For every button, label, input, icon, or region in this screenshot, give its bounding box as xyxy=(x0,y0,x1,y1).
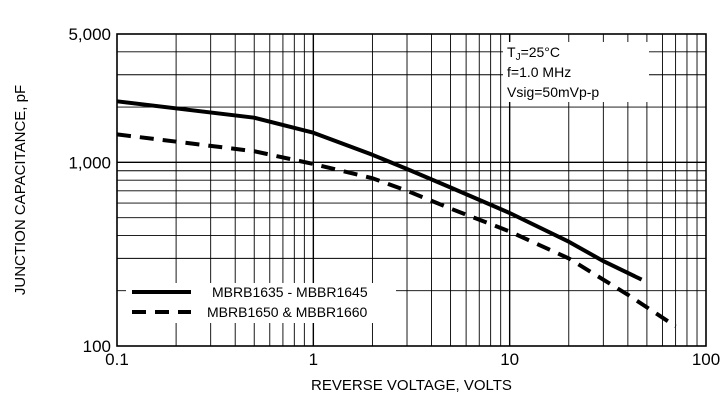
y-axis-title: JUNCTION CAPACITANCE, pF xyxy=(12,85,29,295)
legend-entry-2: MBRB1650 & MBBR1660 xyxy=(207,304,368,320)
x-tick-label-3: 100 xyxy=(692,350,720,369)
condition-frequency: f=1.0 MHz xyxy=(507,64,571,80)
y-tick-label-0: 100 xyxy=(83,337,111,356)
condition-tj: TJ=25°C xyxy=(507,44,560,63)
series-line-1 xyxy=(116,99,643,282)
y-tick-label-1: 1,000 xyxy=(68,153,111,172)
x-tick-label-0: 0.1 xyxy=(105,350,129,369)
x-tick-label-2: 10 xyxy=(500,350,519,369)
condition-vsig: Vsig=50mVp-p xyxy=(507,84,599,100)
conditions-box xyxy=(503,42,649,102)
x-tick-label-1: 1 xyxy=(309,350,318,369)
legend-entry-1: MBRB1635 - MBBR1645 xyxy=(212,284,368,300)
tick-labels: 0.1 1 10 100 100 1,000 5,000 xyxy=(68,25,720,369)
x-axis-title: REVERSE VOLTAGE, VOLTS xyxy=(311,377,512,394)
y-tick-label-2: 5,000 xyxy=(68,25,111,44)
series-layer xyxy=(116,99,677,328)
grid-minor-lines xyxy=(117,34,706,346)
legend-box xyxy=(126,283,396,323)
series-line-2 xyxy=(116,132,677,328)
plot-frame xyxy=(116,33,707,347)
